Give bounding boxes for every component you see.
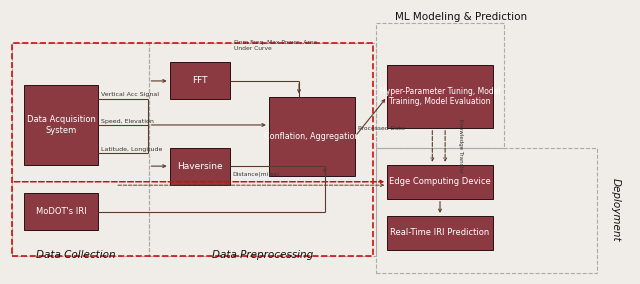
Text: ML Modeling & Prediction: ML Modeling & Prediction xyxy=(395,12,527,22)
FancyBboxPatch shape xyxy=(24,85,98,165)
Text: Real-Time IRI Prediction: Real-Time IRI Prediction xyxy=(390,228,490,237)
Text: Vertical Acc Signal: Vertical Acc Signal xyxy=(101,92,159,97)
Text: Dom Freq, Max Power, Area
Under Curve: Dom Freq, Max Power, Area Under Curve xyxy=(234,40,317,51)
FancyBboxPatch shape xyxy=(269,97,355,176)
Text: Haversine: Haversine xyxy=(177,162,223,171)
Text: Hyper-Parameter Tuning, Model
Training, Model Evaluation: Hyper-Parameter Tuning, Model Training, … xyxy=(380,87,500,106)
Text: Conflation, Aggregation: Conflation, Aggregation xyxy=(264,132,360,141)
Text: Latitude, Longitude: Latitude, Longitude xyxy=(101,147,163,152)
Text: Data Preprocessing: Data Preprocessing xyxy=(212,250,313,260)
Bar xyxy=(376,23,504,148)
FancyBboxPatch shape xyxy=(387,65,493,128)
Text: Distance(miles): Distance(miles) xyxy=(232,172,280,177)
Text: Deployment: Deployment xyxy=(611,178,621,242)
Text: Knowledge Transfer: Knowledge Transfer xyxy=(458,119,463,173)
Text: Data Acquisition
System: Data Acquisition System xyxy=(27,115,95,135)
Bar xyxy=(12,43,373,256)
FancyBboxPatch shape xyxy=(387,165,493,199)
FancyBboxPatch shape xyxy=(24,193,98,230)
Bar xyxy=(149,43,376,256)
FancyBboxPatch shape xyxy=(387,216,493,250)
FancyBboxPatch shape xyxy=(170,148,230,185)
Text: MoDOT's IRI: MoDOT's IRI xyxy=(36,207,86,216)
FancyBboxPatch shape xyxy=(170,62,230,99)
Text: Processed Data: Processed Data xyxy=(358,126,405,131)
Text: FFT: FFT xyxy=(192,76,208,85)
Bar xyxy=(12,43,149,256)
Bar xyxy=(376,148,597,273)
Text: Data Collection: Data Collection xyxy=(36,250,115,260)
Text: Edge Computing Device: Edge Computing Device xyxy=(389,177,491,186)
Text: Speed, Elevation: Speed, Elevation xyxy=(101,118,154,124)
